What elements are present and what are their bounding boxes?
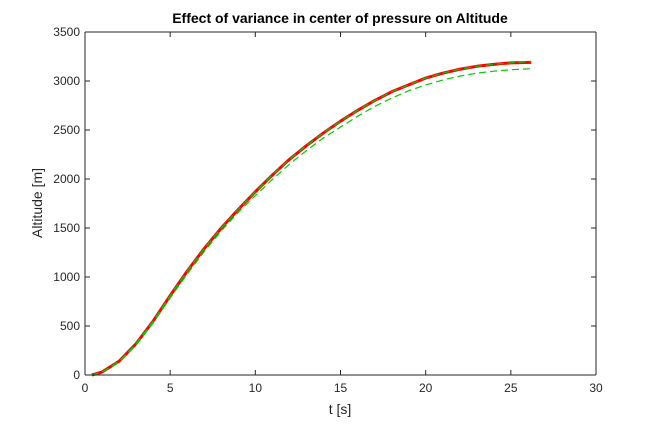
y-tick-label: 500: [60, 319, 80, 333]
x-tick-label: 15: [334, 381, 348, 395]
series-layer: [91, 60, 532, 377]
x-tick-label: 5: [167, 381, 174, 395]
y-tick-label: 3000: [53, 74, 80, 88]
x-tick-label: 20: [419, 381, 433, 395]
ticks-layer: 0 5 10 15 20 25 30 0 500 1000 1500 2000 2500 3000 3500: [53, 25, 603, 395]
y-tick-label: 2500: [53, 123, 80, 137]
y-tick-label: 0: [73, 368, 80, 382]
chart-title: Effect of variance in center of pressure…: [172, 10, 508, 26]
x-tick-label: 25: [504, 381, 518, 395]
y-tick-label: 1500: [53, 221, 80, 235]
y-tick-label: 3500: [53, 25, 80, 39]
x-tick-label: 10: [249, 381, 263, 395]
x-axis-label: t [s]: [329, 401, 352, 417]
series-line-3: [91, 68, 532, 376]
y-tick-label: 1000: [53, 270, 80, 284]
y-tick-label: 2000: [53, 172, 80, 186]
series-line-2: [91, 60, 532, 376]
y-axis-label: Altitude [m]: [29, 168, 45, 238]
plot-area: [85, 32, 596, 375]
x-tick-label: 0: [82, 381, 89, 395]
x-tick-label: 30: [589, 381, 603, 395]
